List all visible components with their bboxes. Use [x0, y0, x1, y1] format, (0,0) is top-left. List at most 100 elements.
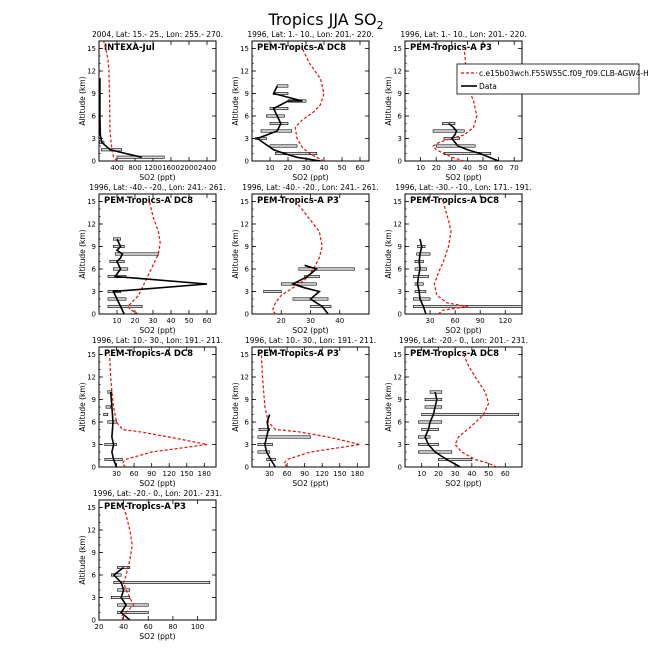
y-axis-label: Altitude (km) [78, 535, 87, 584]
legend-model-label: c.e15b03wch.F55W55C.f09_f09.CLB-AGW4-H [479, 69, 648, 78]
x-axis-label: SO2 (ppt) [139, 632, 175, 641]
panel-9: 1996, Lat: -20.- 0., Lon: 201.- 231. PEM-… [384, 336, 528, 488]
y-axis-label: Altitude (km) [78, 76, 87, 125]
plot-frame [404, 346, 523, 468]
panel-header: 1996, Lat: 1.- 10., Lon: 201.- 220. [247, 30, 373, 39]
y-tick-label: 0 [245, 311, 249, 319]
y-tick-label: 12 [393, 374, 402, 382]
x-tick-label: 150 [333, 470, 346, 478]
plot-frame [98, 40, 217, 162]
y-tick-label: 12 [87, 221, 96, 229]
y-tick-label: 12 [393, 68, 402, 76]
x-tick-label: 20 [432, 164, 441, 172]
x-tick-label: 800 [128, 164, 141, 172]
panel-title: PEM-Tropics-A P3 [410, 43, 492, 53]
y-tick-label: 0 [245, 158, 249, 166]
plot-frame [251, 40, 370, 162]
y-tick-label: 3 [92, 288, 96, 296]
y-tick-label: 15 [240, 198, 249, 206]
x-tick-label: 70 [510, 164, 519, 172]
y-tick-label: 12 [393, 221, 402, 229]
panel-title: PEM-Tropics-A DC8 [410, 196, 499, 206]
y-tick-label: 12 [87, 527, 96, 535]
obs-series-line [255, 85, 321, 162]
x-tick-label: 10 [266, 164, 275, 172]
panel-header: 1996, Lat: 1.- 10., Lon: 201.- 220. [400, 30, 526, 39]
error-bar [414, 282, 424, 286]
error-bar [421, 427, 439, 431]
error-bar [113, 580, 211, 584]
y-tick-label: 12 [240, 374, 249, 382]
error-bar [269, 122, 289, 126]
x-axis-label: SO2 (ppt) [292, 326, 328, 335]
model-series-line [260, 354, 361, 468]
panel-header: 1996, Lat: -30.- -10., Lon: 171.- 191. [395, 183, 531, 192]
model-series-line [108, 354, 208, 468]
panel-header: 1996, Lat: 10.- 30., Lon: 191.- 211. [245, 336, 376, 345]
x-tick-label: 1600 [162, 164, 180, 172]
y-tick-label: 12 [240, 221, 249, 229]
y-tick-label: 9 [92, 90, 96, 98]
error-bar [257, 450, 270, 454]
panels: 2004, Lat: 15.- 25., Lon: 255.- 270. INTE… [78, 30, 648, 641]
y-axis-label: Altitude (km) [384, 382, 393, 431]
y-tick-label: 6 [398, 113, 403, 121]
panel-title: PEM-Tropics-A P3 [257, 349, 339, 359]
plot-frame [251, 193, 370, 315]
y-tick-label: 6 [398, 266, 403, 274]
y-tick-label: 12 [87, 374, 96, 382]
x-tick-label: 20 [131, 317, 140, 325]
x-tick-label: 30 [451, 470, 460, 478]
obs-series-line [109, 391, 118, 468]
panel-3: 1996, Lat: 1.- 10., Lon: 201.- 220. PEM-T… [384, 30, 648, 182]
x-tick-label: 50 [484, 470, 493, 478]
y-tick-label: 6 [92, 113, 97, 121]
error-bar [421, 412, 519, 416]
model-series-line [102, 40, 118, 162]
y-tick-label: 0 [92, 158, 96, 166]
obs-series-line [416, 238, 427, 315]
panel-header: 1996, Lat: -40.- -20., Lon: 241.- 261. [242, 183, 378, 192]
y-axis-label: Altitude (km) [231, 76, 240, 125]
x-axis-label: SO2 (ppt) [139, 326, 175, 335]
error-bar [280, 282, 317, 286]
error-bar [414, 267, 428, 271]
error-bar [257, 435, 311, 439]
x-tick-label: 30 [265, 470, 274, 478]
y-axis-label: Altitude (km) [231, 229, 240, 278]
y-tick-label: 3 [398, 288, 402, 296]
y-tick-label: 6 [398, 419, 403, 427]
model-series-line [120, 507, 135, 621]
y-tick-label: 0 [92, 311, 96, 319]
x-tick-label: 180 [351, 470, 364, 478]
panel-4: 1996, Lat: -40.- -20., Lon: 241.- 261. PE… [78, 183, 226, 335]
y-tick-label: 0 [398, 464, 402, 472]
panel-8: 1996, Lat: 10.- 30., Lon: 191.- 211. PEM-… [231, 336, 376, 488]
x-tick-label: 120 [316, 470, 329, 478]
y-tick-label: 15 [87, 45, 96, 53]
y-tick-label: 6 [92, 419, 97, 427]
x-tick-label: 60 [356, 164, 365, 172]
x-tick-label: 40 [167, 317, 176, 325]
plot-frame [98, 499, 217, 621]
x-tick-label: 40 [335, 317, 344, 325]
panel-title: INTEXA-Jul [104, 43, 155, 53]
x-tick-label: 2000 [180, 164, 198, 172]
x-tick-label: 20 [277, 317, 286, 325]
error-bar [114, 252, 159, 256]
x-tick-label: 10 [113, 317, 122, 325]
error-bar [435, 144, 476, 148]
model-series-line [454, 354, 498, 468]
figure-title-subscript: 2 [377, 19, 384, 32]
x-tick-label: 2400 [198, 164, 216, 172]
x-tick-label: 90 [300, 470, 309, 478]
panel-7: 1996, Lat: 10.- 30., Lon: 191.- 211. PEM-… [78, 336, 223, 488]
error-bar [304, 274, 320, 278]
x-axis-label: SO2 (ppt) [292, 173, 328, 182]
panel-header: 1996, Lat: -20.- 0., Lon: 201.- 231. [93, 489, 222, 498]
y-tick-label: 3 [92, 441, 96, 449]
plot-frame [251, 346, 370, 468]
y-axis-label: Altitude (km) [384, 229, 393, 278]
x-tick-label: 60 [203, 317, 212, 325]
